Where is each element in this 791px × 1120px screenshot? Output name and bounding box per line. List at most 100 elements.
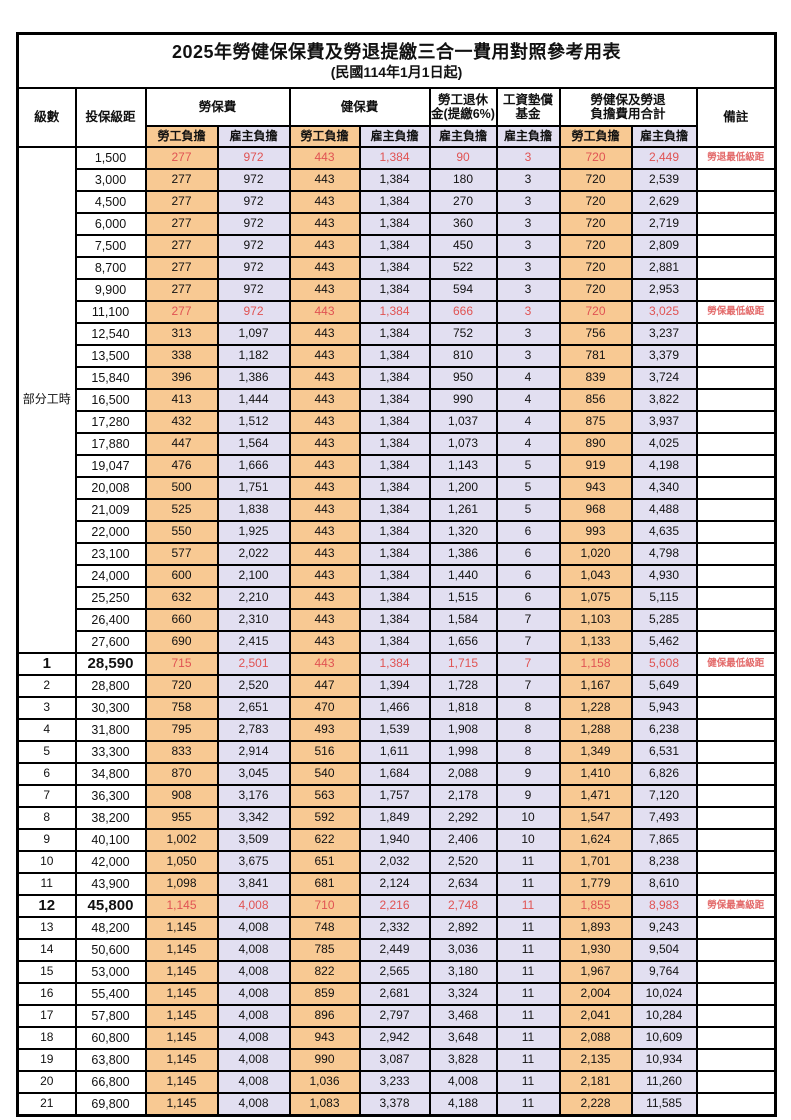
table-row: 6,000 277 972 443 1,384 360 3 720 2,719: [18, 212, 777, 236]
value-cell: 1,384: [358, 300, 431, 324]
value-cell: 710: [288, 894, 361, 918]
remark-cell: [695, 498, 777, 522]
bracket-cell: 24,000: [74, 564, 147, 588]
subheader-total-worker: 勞工負擔: [558, 125, 633, 148]
value-cell: 4,930: [630, 564, 698, 588]
table-row: 5 33,300 833 2,914 516 1,611 1,998 8 1,349 6,531: [16, 740, 777, 764]
value-cell: 972: [216, 256, 291, 280]
col-header-wage-fund: 工資墊償 基金: [495, 87, 561, 127]
bracket-cell: 12,540: [74, 322, 147, 346]
value-cell: 1,036: [288, 1070, 361, 1094]
value-cell: 1,925: [216, 520, 291, 544]
value-cell: 443: [288, 278, 361, 302]
page-subtitle: (民國114年1月1日起): [330, 63, 463, 80]
value-cell: 11,585: [630, 1092, 698, 1117]
value-cell: 4,008: [216, 982, 291, 1006]
value-cell: 443: [288, 542, 361, 566]
table-row: 25,250 632 2,210 443 1,384 1,515 6 1,075 5,115: [18, 586, 777, 610]
subheader-wage-fund-employer: 雇主負擔: [495, 125, 561, 148]
remark-cell: [695, 256, 777, 280]
table-row: 11 43,900 1,098 3,841 681 2,124 2,634 11 1,779 8,…: [16, 872, 777, 896]
value-cell: 990: [428, 388, 498, 412]
value-cell: 2,022: [216, 542, 291, 566]
remark-cell: [695, 916, 777, 940]
value-cell: 1,143: [428, 454, 498, 478]
level-cell: 20: [16, 1070, 77, 1094]
sub-header-row: 勞工負擔 雇主負擔 勞工負擔 雇主負擔 雇主負擔 雇主負擔 勞工負擔 雇主負擔: [18, 125, 776, 148]
value-cell: 8,238: [630, 850, 698, 874]
value-cell: 10,934: [630, 1048, 698, 1072]
bracket-cell: 57,800: [74, 1004, 147, 1028]
remark-cell: [695, 696, 777, 720]
value-cell: 1,145: [144, 982, 219, 1006]
col-header-bracket: 投保級距: [74, 87, 147, 148]
remark-cell: [695, 586, 777, 610]
bracket-cell: 42,000: [74, 850, 147, 874]
value-cell: 4,008: [216, 960, 291, 984]
value-cell: 11: [495, 916, 561, 940]
value-cell: 9: [495, 784, 561, 808]
value-cell: 2,809: [630, 234, 698, 258]
value-cell: 1,384: [358, 256, 431, 280]
value-cell: 2,088: [428, 762, 498, 786]
subheader-health-worker: 勞工負擔: [288, 125, 361, 148]
value-cell: 443: [288, 190, 361, 214]
value-cell: 2,629: [630, 190, 698, 214]
value-cell: 3,937: [630, 410, 698, 434]
value-cell: 277: [144, 168, 219, 192]
pension-header-line2: 金(提繳6%): [431, 107, 495, 121]
value-cell: 476: [144, 454, 219, 478]
bracket-cell: 26,400: [74, 608, 147, 632]
value-cell: 2,748: [428, 894, 498, 918]
table-row: 26,400 660 2,310 443 1,384 1,584 7 1,103 5,285: [18, 608, 777, 632]
total-header-line1: 勞健保及勞退: [590, 92, 666, 107]
bracket-cell: 1,500: [74, 146, 147, 170]
value-cell: 1,611: [358, 740, 431, 764]
value-cell: 5,462: [630, 630, 698, 654]
remark-cell: [695, 278, 777, 302]
remark-cell: [695, 432, 777, 456]
level-cell: 7: [16, 784, 77, 808]
level-cell: 6: [16, 762, 77, 786]
value-cell: 1,145: [144, 1026, 219, 1050]
value-cell: 443: [288, 652, 361, 676]
value-cell: 1,547: [558, 806, 633, 830]
value-cell: 594: [428, 278, 498, 302]
value-cell: 443: [288, 344, 361, 368]
value-cell: 443: [288, 322, 361, 346]
value-cell: 5: [495, 454, 561, 478]
value-cell: 720: [144, 674, 219, 698]
value-cell: 2,041: [558, 1004, 633, 1028]
value-cell: 525: [144, 498, 219, 522]
table-row: 14 50,600 1,145 4,008 785 2,449 3,036 11 1,930 9,…: [16, 938, 777, 962]
value-cell: 1,818: [428, 696, 498, 720]
value-cell: 3,087: [358, 1048, 431, 1072]
level-cell: 15: [16, 960, 77, 984]
value-cell: 6: [495, 586, 561, 610]
value-cell: 2,449: [630, 146, 698, 170]
value-cell: 972: [216, 146, 291, 170]
value-cell: 2,914: [216, 740, 291, 764]
value-cell: 3,378: [358, 1092, 431, 1117]
value-cell: 2,651: [216, 696, 291, 720]
value-cell: 1,145: [144, 1048, 219, 1072]
page-title: 2025年勞健保保費及勞退提繳三合一費用對照參考用表: [171, 42, 622, 63]
bracket-cell: 40,100: [74, 828, 147, 852]
value-cell: 10: [495, 828, 561, 852]
col-header-health-insurance: 健保費: [288, 87, 431, 127]
value-cell: 4,198: [630, 454, 698, 478]
remark-cell: [695, 784, 777, 808]
value-cell: 972: [216, 190, 291, 214]
value-cell: 600: [144, 564, 219, 588]
value-cell: 6: [495, 520, 561, 544]
bracket-cell: 21,009: [74, 498, 147, 522]
bracket-cell: 13,500: [74, 344, 147, 368]
remark-cell: [695, 520, 777, 544]
value-cell: 6,826: [630, 762, 698, 786]
level-cell: 2: [16, 674, 77, 698]
value-cell: 972: [216, 168, 291, 192]
value-cell: 1,384: [358, 146, 431, 170]
value-cell: 3: [495, 322, 561, 346]
subheader-pension-employer: 雇主負擔: [428, 125, 498, 148]
value-cell: 6: [495, 542, 561, 566]
